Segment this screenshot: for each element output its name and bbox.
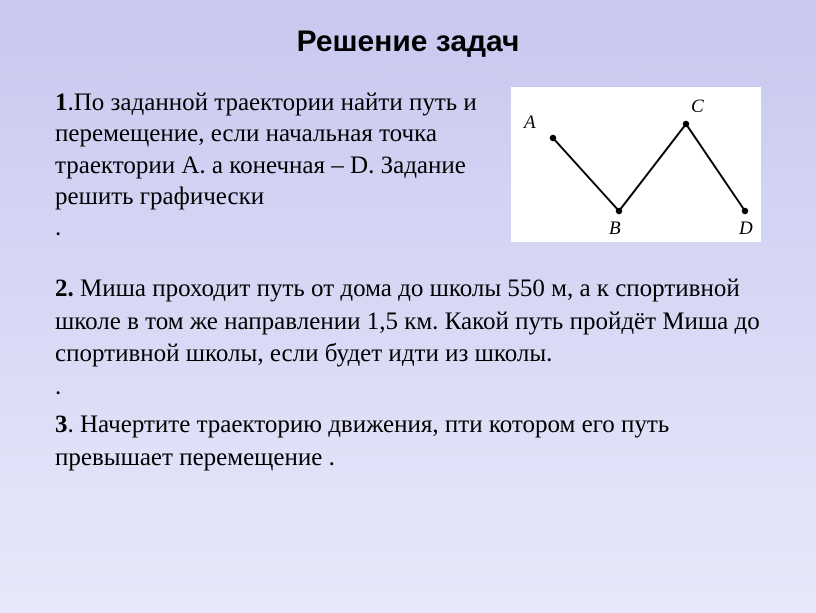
problem-2-number: 2. — [55, 275, 74, 302]
point-b — [616, 208, 622, 214]
problem-1-number: 1 — [55, 89, 68, 116]
problem-1-row: 1.По заданной траектории найти путь и пе… — [55, 87, 761, 243]
problem-2-text: 2. Миша проходит путь от дома до школы 5… — [55, 273, 761, 403]
label-d: D — [739, 218, 753, 240]
point-a — [550, 135, 556, 141]
problem-3-number: 3 — [55, 411, 68, 438]
slide-container: Решение задач 1.По заданной траектории н… — [0, 0, 816, 613]
point-d — [742, 208, 748, 214]
point-c — [683, 121, 689, 127]
slide-title: Решение задач — [55, 25, 761, 59]
trajectory-polyline — [553, 124, 745, 211]
label-b: B — [609, 218, 621, 240]
problem-2-body: Миша проходит путь от дома до школы 550 … — [55, 275, 760, 367]
label-c: C — [691, 96, 704, 118]
label-a: A — [524, 112, 536, 134]
trajectory-svg — [511, 87, 761, 242]
trajectory-diagram: A B C D — [511, 87, 761, 242]
problem-1-text: 1.По заданной траектории найти путь и пе… — [55, 87, 491, 243]
problem-1-body: .По заданной траектории найти путь и пер… — [55, 89, 477, 210]
problem-3-text: 3. Начертите траекторию движения, пти ко… — [55, 409, 761, 474]
problem-3-body: . Начертите траекторию движения, пти кот… — [55, 411, 669, 471]
